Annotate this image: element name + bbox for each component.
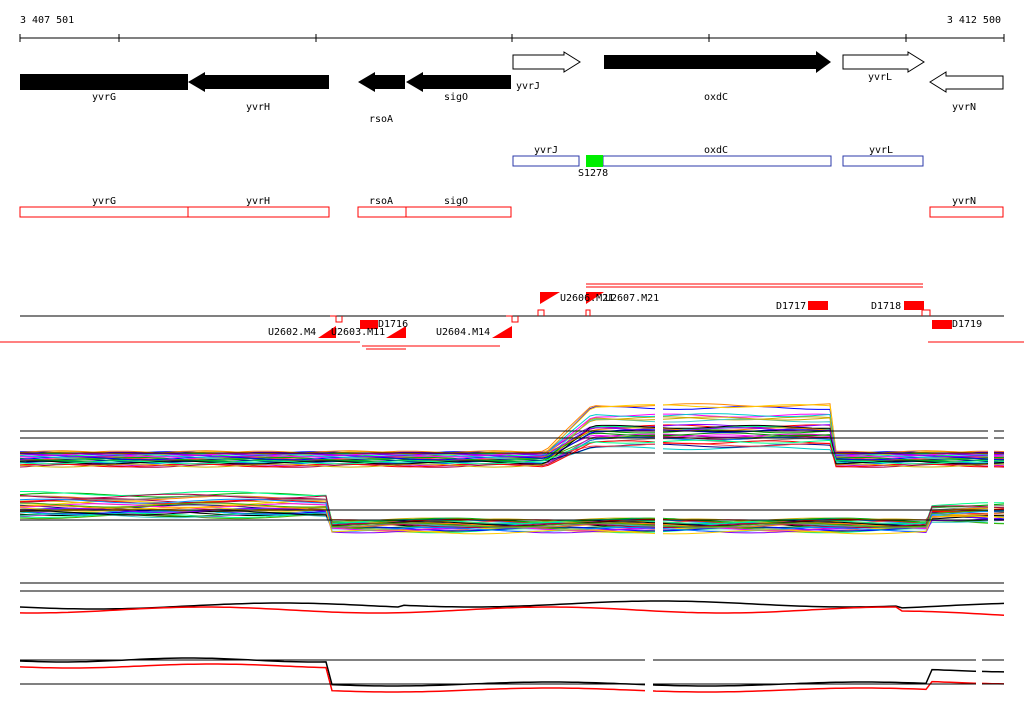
profile-trace: [19, 657, 1005, 687]
red-box-rsoA[interactable]: [357, 206, 407, 218]
profile-trace: [19, 413, 1004, 458]
red-label-yvrG: yvrG: [92, 196, 116, 207]
promoter-U2607[interactable]: [586, 292, 604, 304]
label-D1717: D1717: [776, 301, 806, 312]
profile-trace: [19, 600, 1005, 610]
gene-arrow-yvrN[interactable]: [929, 71, 1004, 93]
profile-trace: [19, 416, 1004, 468]
red-box-yvrG[interactable]: [19, 206, 189, 218]
profile-trace: [19, 432, 1005, 463]
gene-label-yvrL: yvrL: [868, 72, 892, 83]
profile-trace: [19, 413, 1005, 458]
coord-start: 3 407 501: [20, 15, 74, 26]
blue-box-yvrJ[interactable]: [512, 155, 580, 167]
red-label-yvrH: yvrH: [246, 196, 270, 207]
profile-trace: [19, 427, 1004, 455]
profile-trace: [19, 427, 1005, 457]
profile-trace: [19, 498, 1005, 532]
gene-arrow-track: yvrG yvrH rsoA sigO yvrJ oxdC yvrL yvrN: [20, 51, 1004, 125]
red-label-sigO: sigO: [444, 196, 468, 207]
terminator-D1717[interactable]: [808, 301, 828, 310]
blue-gene-track: yvrJ oxdC yvrL S1278: [512, 145, 924, 179]
red-gene-track: yvrG yvrH rsoA sigO yvrN: [19, 196, 1004, 218]
gene-arrow-oxdC[interactable]: [604, 51, 831, 73]
gene-arrow-yvrL[interactable]: [842, 51, 925, 73]
promoter-U2602[interactable]: [318, 326, 336, 338]
label-D1716: D1716: [378, 319, 408, 330]
label-U2602.M4: U2602.M4: [268, 327, 316, 338]
gene-label-yvrH: yvrH: [246, 102, 270, 113]
gene-label-rsoA: rsoA: [369, 114, 393, 125]
promoter-U2604[interactable]: [492, 326, 512, 338]
promoter-U2606[interactable]: [540, 292, 560, 304]
gene-arrow-sigO[interactable]: [406, 72, 511, 92]
profile-trace: [19, 404, 1005, 456]
coordinate-ruler: 3 407 501 3 412 500: [19, 15, 1005, 42]
blue-label-oxdC: oxdC: [704, 145, 728, 156]
red-box-yvrH[interactable]: [187, 206, 330, 218]
gene-label-oxdC: oxdC: [704, 92, 728, 103]
terminator-D1719[interactable]: [932, 320, 952, 329]
red-label-yvrN: yvrN: [952, 196, 976, 207]
profile-frames: [20, 398, 1004, 700]
blue-label-yvrJ: yvrJ: [534, 145, 558, 156]
profile-trace: [19, 493, 1005, 528]
red-label-rsoA: rsoA: [369, 196, 393, 207]
profile-trace: [19, 436, 1005, 468]
blue-box-oxdC[interactable]: [602, 155, 832, 167]
feature-track: U2602.M4 U2603.M11 U2604.M14 U2606.M21 U…: [0, 283, 1024, 350]
blue-box-yvrL[interactable]: [842, 155, 924, 167]
blue-label-yvrL: yvrL: [869, 145, 893, 156]
profile-trace: [19, 506, 1005, 535]
profile-trace: [19, 423, 1005, 456]
gene-label-yvrG: yvrG: [92, 92, 116, 103]
profile-trace: [20, 495, 1005, 529]
label-D1718: D1718: [871, 301, 901, 312]
label-U2604.M14: U2604.M14: [436, 327, 490, 338]
profile-trace: [19, 403, 1005, 455]
terminator-D1718[interactable]: [904, 301, 924, 310]
gene-label-yvrJ: yvrJ: [516, 81, 540, 92]
gene-arrow-rsoA[interactable]: [358, 72, 405, 92]
profile-trace: [20, 491, 1004, 524]
red-box-yvrN[interactable]: [929, 206, 1004, 218]
profile-trace: [19, 663, 1005, 693]
profile-trace: [19, 429, 1005, 461]
label-U2607.M21: U2607.M21: [605, 293, 659, 304]
expression-profiles: [19, 403, 1005, 693]
label-U2606.M21: U2606.M21: [560, 293, 614, 304]
gene-arrow-yvrG[interactable]: [20, 74, 188, 90]
marker-S1278[interactable]: [586, 155, 603, 167]
promoter-U2603[interactable]: [386, 326, 406, 338]
marker-label-S1278: S1278: [578, 168, 608, 179]
gene-label-sigO: sigO: [444, 92, 468, 103]
profile-trace: [19, 606, 1005, 616]
gene-arrow-yvrH[interactable]: [188, 72, 329, 92]
profile-trace: [19, 502, 1005, 528]
label-D1719: D1719: [952, 319, 982, 330]
label-U2603.M11: U2603.M11: [331, 327, 385, 338]
terminator-D1716[interactable]: [360, 320, 378, 329]
coord-end: 3 412 500: [947, 15, 1001, 26]
profile-trace: [19, 439, 1005, 465]
gene-arrow-yvrJ[interactable]: [512, 51, 581, 73]
gene-label-yvrN: yvrN: [952, 102, 976, 113]
red-box-sigO[interactable]: [405, 206, 512, 218]
